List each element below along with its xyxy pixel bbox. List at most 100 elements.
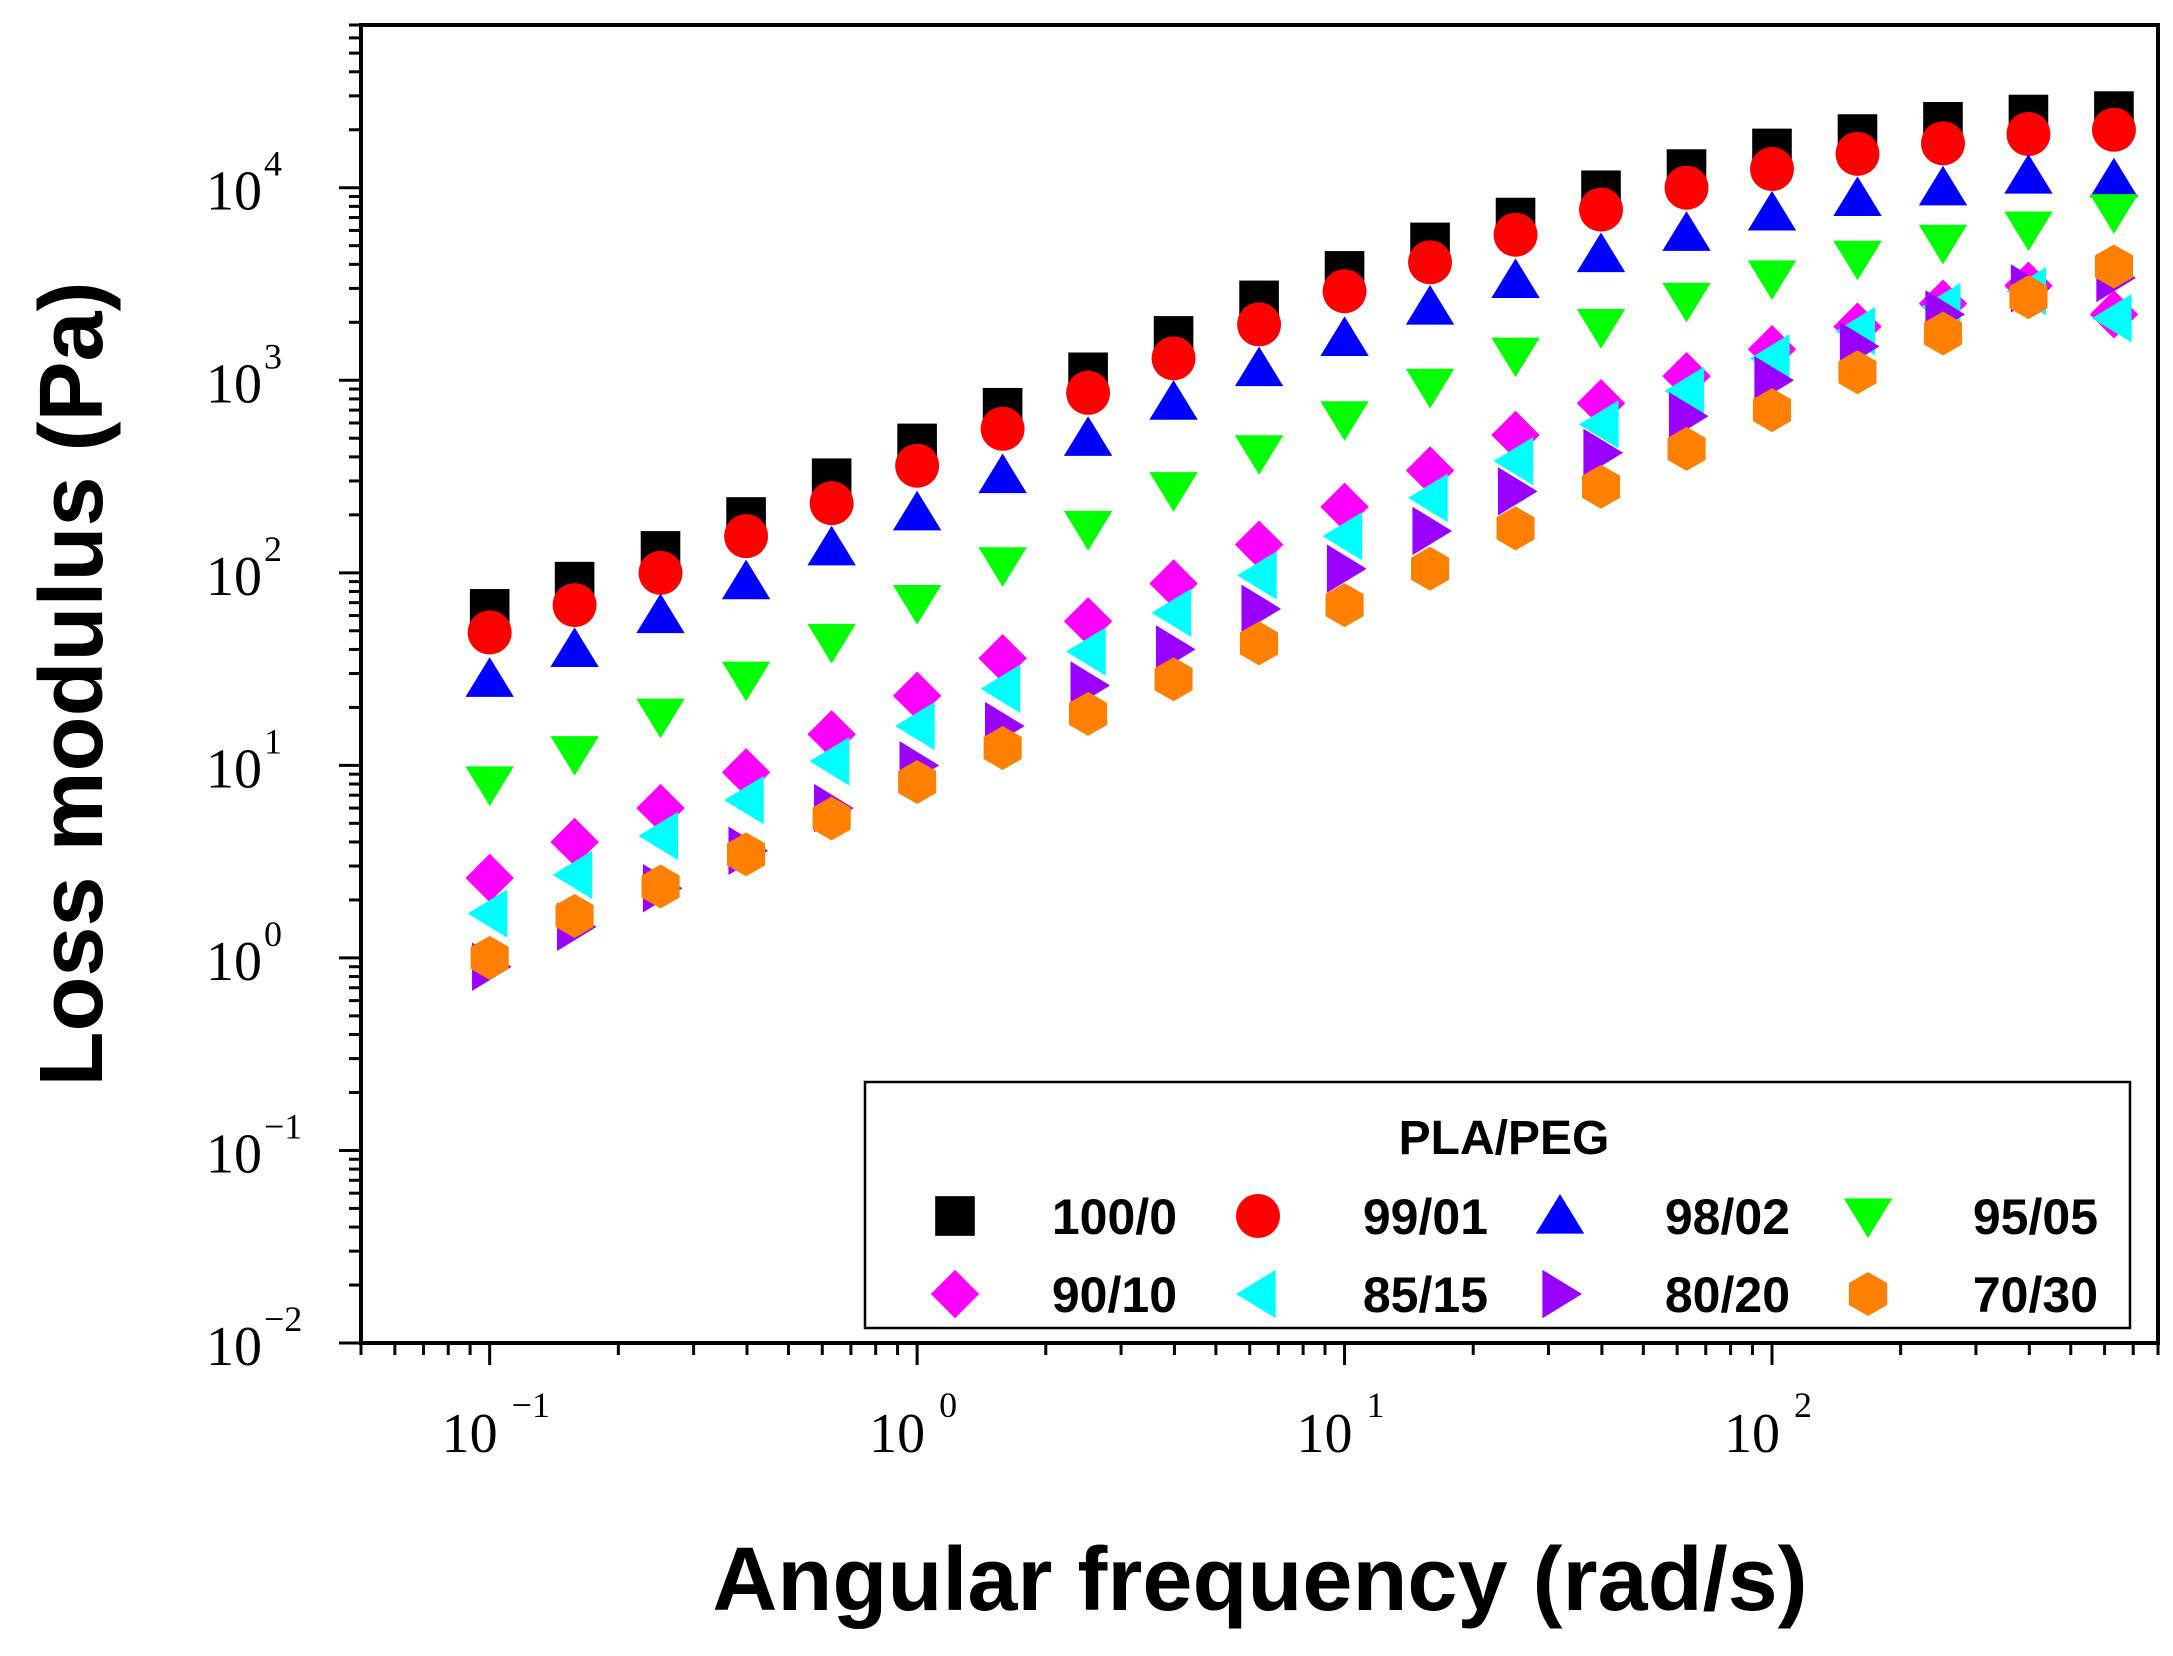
data-point xyxy=(2094,244,2133,289)
data-point xyxy=(1493,436,1534,486)
data-point xyxy=(636,698,685,739)
legend-box xyxy=(863,1080,2132,1330)
data-point xyxy=(1582,464,1621,509)
legend-label: 85/15 xyxy=(1363,1267,1488,1323)
data-point xyxy=(2006,112,2051,157)
x-tick-label: 10 2 xyxy=(1724,1385,1812,1465)
data-point xyxy=(641,864,680,909)
data-point xyxy=(552,850,593,900)
data-point xyxy=(1664,165,1709,210)
data-point xyxy=(1491,337,1540,378)
data-point xyxy=(1237,551,1277,600)
data-point xyxy=(1151,588,1192,637)
data-point xyxy=(1496,506,1535,551)
data-point xyxy=(1237,302,1282,347)
x-tick-label: 10 0 xyxy=(869,1385,957,1465)
data-point xyxy=(1491,258,1540,299)
data-point xyxy=(1066,627,1106,676)
data-point xyxy=(467,889,508,938)
data-point xyxy=(980,406,1025,451)
svg-text:1: 1 xyxy=(1367,1385,1385,1425)
x-axis-title: Angular frequency (rad/s) xyxy=(712,1530,1807,1630)
data-point xyxy=(1664,366,1705,416)
legend-item: 95/05 xyxy=(1843,1189,2098,1245)
data-point xyxy=(721,661,771,702)
data-point xyxy=(1583,428,1624,478)
legend-marker xyxy=(1535,1194,1585,1234)
svg-text:−1: −1 xyxy=(264,1106,302,1146)
data-point xyxy=(636,783,685,833)
svg-text:10: 10 xyxy=(206,161,262,223)
data-point xyxy=(1408,240,1453,285)
svg-text:−2: −2 xyxy=(264,1299,302,1339)
legend-item: 98/02 xyxy=(1535,1189,1790,1245)
data-point xyxy=(1579,187,1624,232)
legend-label: 90/10 xyxy=(1052,1267,1177,1323)
data-point xyxy=(2009,275,2048,320)
data-point xyxy=(1405,446,1455,495)
data-point xyxy=(555,894,594,938)
svg-text:4: 4 xyxy=(264,144,282,184)
data-point xyxy=(1662,282,1711,323)
data-point xyxy=(636,593,685,634)
data-point xyxy=(465,853,514,903)
data-point xyxy=(2089,157,2139,198)
data-point xyxy=(1240,621,1279,666)
data-point xyxy=(1149,380,1198,420)
data-point xyxy=(1234,435,1284,475)
svg-text:10: 10 xyxy=(1297,1403,1353,1465)
data-point xyxy=(1576,308,1626,349)
data-point xyxy=(1662,211,1711,251)
data-point xyxy=(1749,147,1794,192)
svg-text:10: 10 xyxy=(442,1403,498,1465)
data-point xyxy=(1833,176,1882,217)
data-point xyxy=(1151,336,1196,381)
data-point xyxy=(812,796,851,841)
data-point xyxy=(465,766,514,807)
data-points xyxy=(465,91,2139,991)
data-point xyxy=(898,760,937,804)
data-point xyxy=(978,453,1027,494)
data-point xyxy=(807,710,856,759)
data-point xyxy=(1749,334,1790,383)
data-point xyxy=(1752,388,1791,433)
data-point xyxy=(550,817,599,867)
data-point xyxy=(1923,311,1962,356)
y-tick-label: 10 1 xyxy=(206,721,282,800)
x-tick-label: 10 1 xyxy=(1297,1385,1385,1465)
data-point xyxy=(1155,625,1196,674)
y-tick-label: 10 0 xyxy=(206,914,282,993)
svg-text:−1: −1 xyxy=(512,1385,550,1425)
data-point xyxy=(467,610,512,655)
data-point xyxy=(1835,131,1880,176)
data-point xyxy=(1234,520,1284,569)
data-point xyxy=(980,664,1021,713)
legend-item: 70/30 xyxy=(1848,1267,2098,1323)
data-point xyxy=(1069,691,1108,736)
data-point xyxy=(1241,584,1282,634)
data-point xyxy=(1320,401,1369,441)
data-point xyxy=(1497,467,1538,516)
data-point xyxy=(638,811,679,861)
data-point xyxy=(1320,482,1369,532)
data-point xyxy=(1747,190,1797,231)
data-point xyxy=(2004,154,2053,194)
data-point xyxy=(638,550,683,595)
data-point xyxy=(550,736,599,776)
data-point xyxy=(1667,426,1706,471)
svg-text:0: 0 xyxy=(939,1385,957,1425)
legend-marker xyxy=(1848,1272,1888,1316)
series-95-05 xyxy=(465,194,2139,807)
legend: PLA/PEG 100/0 99/01 98/02 95/05 90/10 85/15 80… xyxy=(863,1080,2132,1330)
series-99-01 xyxy=(467,107,2136,655)
legend-items: 100/0 99/01 98/02 95/05 90/10 85/15 80/20 70/30 xyxy=(930,1189,2098,1323)
data-point xyxy=(1063,416,1113,456)
data-point xyxy=(1234,346,1284,387)
data-point xyxy=(1320,316,1369,356)
data-point xyxy=(724,775,764,825)
data-point xyxy=(1322,511,1363,561)
data-point xyxy=(1322,269,1367,314)
data-point xyxy=(1493,212,1538,257)
series-70-30 xyxy=(470,244,2133,980)
